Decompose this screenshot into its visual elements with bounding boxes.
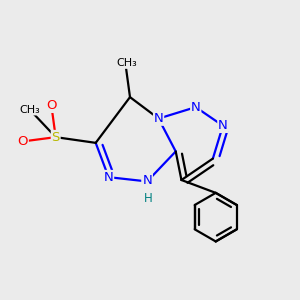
- Text: N: N: [142, 173, 152, 187]
- Text: N: N: [218, 119, 228, 132]
- Text: CH₃: CH₃: [117, 58, 137, 68]
- Text: N: N: [142, 175, 152, 188]
- Text: N: N: [104, 171, 113, 184]
- Text: O: O: [18, 135, 28, 148]
- Text: O: O: [46, 99, 57, 112]
- Text: H: H: [144, 191, 153, 205]
- Text: S: S: [52, 130, 60, 144]
- Text: N: N: [154, 112, 164, 125]
- Text: N: N: [191, 100, 201, 114]
- Text: CH₃: CH₃: [20, 105, 40, 115]
